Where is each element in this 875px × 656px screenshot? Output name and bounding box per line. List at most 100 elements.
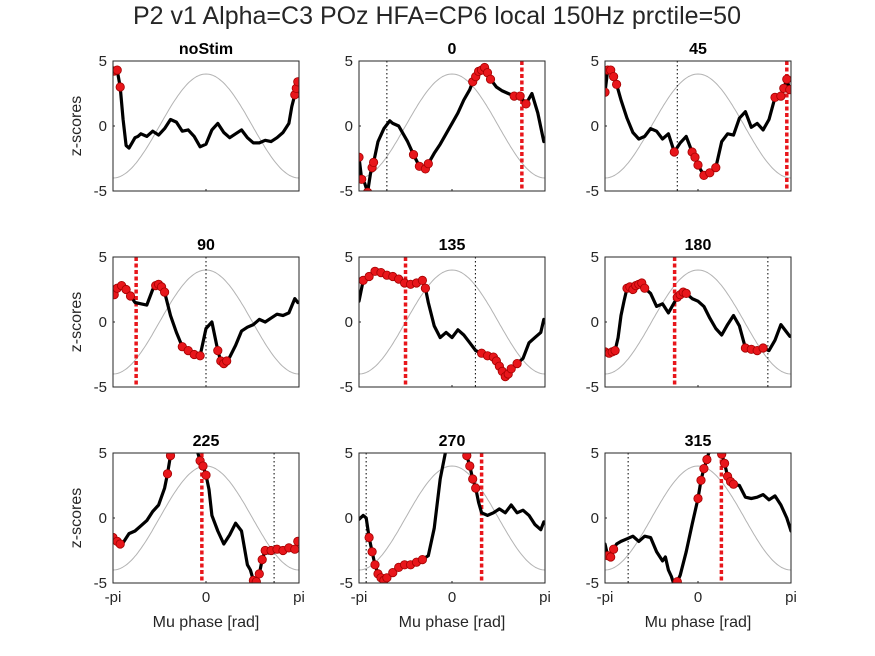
significant-point: [610, 345, 620, 356]
significant-point: [512, 358, 522, 369]
significant-point: [776, 91, 786, 101]
significant-point: [690, 152, 700, 162]
significant-point: [728, 479, 739, 489]
y-tick-label: -5: [94, 575, 107, 592]
subplot-title: 90: [197, 237, 215, 254]
plot-area: [113, 453, 299, 583]
x-axis-label: Mu phase [rad]: [645, 614, 752, 631]
plot-area: [605, 453, 791, 583]
axes-box: [112, 60, 300, 192]
significant-point: [672, 577, 682, 583]
significant-point: [611, 79, 622, 90]
significant-point: [515, 91, 525, 101]
significant-point: [382, 573, 392, 583]
subplot-3: 90 5 0 -5 z-scores: [68, 237, 300, 396]
subplot-1: 0 5 0 -5: [340, 41, 546, 200]
subplot-0: noStim 5 0 -5 z-scores: [68, 41, 300, 200]
y-tick-label: 0: [345, 510, 353, 527]
significant-point: [485, 74, 496, 84]
significant-point: [125, 291, 136, 301]
zscore-trace: [113, 68, 299, 150]
subplot-title: 0: [448, 41, 457, 58]
y-axis-label: z-scores: [68, 488, 85, 548]
significant-point: [462, 453, 472, 461]
significant-point: [408, 150, 419, 160]
significant-point: [471, 483, 481, 493]
y-tick-label: -5: [340, 379, 353, 396]
y-tick-label: 0: [591, 314, 599, 331]
significant-point: [363, 187, 373, 191]
subplot-title: noStim: [179, 41, 233, 58]
y-tick-label: 0: [99, 118, 107, 135]
y-tick-label: 5: [591, 53, 599, 70]
subplot-title: 180: [685, 237, 712, 254]
significant-point: [359, 174, 367, 184]
y-axis-label: z-scores: [68, 96, 85, 156]
y-tick-label: 0: [99, 510, 107, 527]
y-tick-label: 5: [345, 445, 353, 462]
significant-point: [121, 284, 131, 295]
y-tick-label: 0: [591, 118, 599, 135]
zscore-trace: [605, 453, 791, 583]
x-tick-label: pi: [785, 589, 797, 606]
figure-title: P2 v1 Alpha=C3 POz HFA=CP6 local 150Hz p…: [133, 2, 741, 30]
y-tick-label: 0: [345, 314, 353, 331]
significant-point: [213, 345, 223, 356]
y-tick-label: -5: [340, 183, 353, 200]
significant-point: [388, 567, 398, 578]
significant-point: [758, 343, 768, 353]
significant-point: [719, 458, 730, 468]
significant-point: [364, 532, 374, 543]
significant-point: [251, 577, 261, 583]
significant-point: [785, 85, 791, 95]
x-tick-label: -pi: [105, 589, 122, 606]
plot-area: [605, 61, 791, 191]
subplot-7: 270 5 0 -5-pi 0 pi Mu phase [rad]: [340, 433, 551, 631]
significant-point: [364, 271, 374, 282]
plot-area: [113, 257, 299, 387]
reference-wave: [605, 73, 791, 179]
plot-area: [359, 257, 545, 387]
subplot-title: 315: [685, 433, 712, 450]
significant-point: [608, 544, 619, 554]
subplot-grid: noStim 5 0 -5 z-scores 0 5 0 -5 45 5 0 -5 90 5 0 -5 z-sco…: [68, 41, 797, 631]
y-tick-label: 5: [345, 53, 353, 70]
x-tick-label: pi: [539, 589, 551, 606]
significant-point: [198, 461, 208, 471]
significant-point: [160, 287, 170, 297]
significant-point: [717, 453, 727, 459]
significant-point: [417, 275, 427, 285]
significant-point: [468, 474, 478, 484]
significant-point: [370, 560, 380, 570]
significant-point: [606, 552, 616, 562]
x-tick-label: -pi: [597, 589, 614, 606]
significant-point: [465, 461, 475, 471]
significant-point: [115, 82, 125, 92]
significant-point: [417, 554, 427, 565]
significant-point: [113, 65, 122, 75]
y-axis-label: z-scores: [68, 292, 85, 352]
significant-point: [290, 544, 299, 554]
subplot-4: 135 5 0 -5: [340, 237, 546, 396]
significant-point: [681, 288, 691, 298]
y-tick-label: 0: [345, 118, 353, 135]
subplot-title: 270: [439, 433, 466, 450]
reference-wave: [359, 73, 545, 179]
subplot-8: 315 5 0 -5-pi 0 pi Mu phase [rad]: [586, 433, 797, 631]
subplot-title: 45: [689, 41, 707, 58]
significant-point: [702, 454, 712, 465]
y-tick-label: 5: [99, 53, 107, 70]
significant-point: [693, 493, 703, 504]
significant-point: [711, 163, 721, 173]
significant-point: [115, 539, 125, 549]
significant-point: [699, 463, 709, 474]
significant-point: [705, 168, 715, 178]
x-tick-label: -pi: [351, 589, 368, 606]
subplot-5: 180 5 0 -5: [586, 237, 792, 396]
subplot-title: 135: [439, 237, 466, 254]
significant-point: [359, 152, 364, 162]
axes-box: [604, 256, 792, 388]
axes-box: [358, 452, 546, 584]
subplot-6: 225 5 0 -5-pi 0 pi z-scores Mu phase [rad]: [68, 433, 305, 631]
